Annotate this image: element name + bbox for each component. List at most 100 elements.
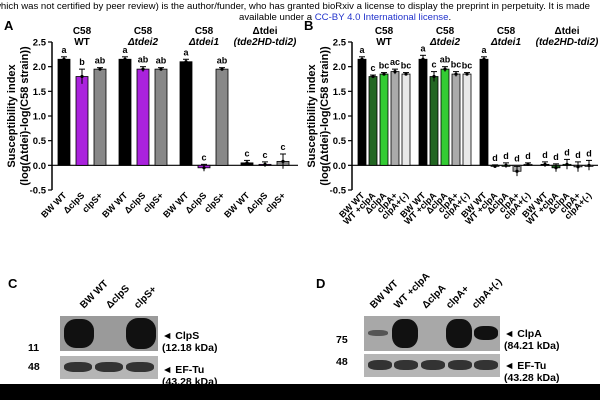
panel-letter-c: C	[8, 276, 18, 291]
bar	[479, 58, 489, 166]
data-point	[526, 162, 530, 166]
blot-d-eftu-band-2	[394, 360, 418, 370]
data-point	[360, 57, 364, 61]
data-point	[62, 57, 66, 61]
group-subtitle: (tde2HD-tdi2)	[536, 37, 599, 48]
y-tick-label: 1.5	[33, 87, 47, 98]
group-title: C58	[195, 26, 214, 37]
bar	[357, 58, 367, 166]
significance-letter: a	[359, 45, 365, 55]
y-tick-label: 2.0	[33, 62, 46, 73]
data-point	[465, 72, 469, 76]
blot-c-label-clps-mw: (12.18 kDa)	[162, 342, 218, 354]
data-point	[576, 165, 580, 169]
data-point	[443, 67, 447, 71]
blot-d-band-empty	[474, 326, 498, 340]
y-tick-label: 1.5	[333, 87, 347, 98]
data-point	[543, 162, 547, 166]
chart-panel-b: B Susceptibility index (log(Δtdei)-log(C58…	[304, 18, 599, 227]
bar	[401, 73, 411, 166]
data-point	[515, 169, 519, 173]
y-tick-label: 1.0	[333, 112, 346, 123]
significance-letter: c	[201, 152, 206, 162]
data-point	[493, 164, 497, 168]
bar	[429, 76, 439, 166]
y-tick-label: 1.0	[33, 112, 46, 123]
blot-d-band-wtclpa	[392, 319, 418, 348]
y-tick-label: 0.0	[333, 161, 346, 172]
significance-letter: c	[280, 142, 285, 152]
significance-letter: c	[370, 63, 375, 73]
bar	[154, 68, 168, 166]
blot-d-strip-eftu	[364, 354, 500, 377]
group-subtitle: (tde2HD-tdi2)	[234, 37, 297, 48]
bar	[451, 73, 461, 166]
license-link[interactable]: CC-BY 4.0 International license	[314, 12, 449, 23]
data-point	[245, 161, 249, 165]
significance-letter: bc	[379, 61, 390, 71]
data-point	[404, 72, 408, 76]
significance-letter: d	[564, 147, 570, 157]
significance-letter: d	[503, 151, 509, 161]
y-tick-label: 2.5	[333, 38, 347, 49]
significance-letter: ac	[390, 57, 400, 67]
data-point	[454, 72, 458, 76]
blot-d-mw-1: 75	[336, 334, 348, 346]
blot-c-strip-eftu	[60, 356, 158, 379]
significance-letter: ab	[156, 56, 167, 66]
y-axis-label: Susceptibility index	[306, 63, 318, 167]
bar	[136, 68, 150, 166]
data-point	[123, 57, 127, 61]
significance-letter: c	[244, 148, 249, 158]
data-point	[554, 166, 558, 170]
data-point	[382, 72, 386, 76]
significance-letter: a	[122, 45, 128, 55]
data-point	[565, 162, 569, 166]
y-tick-label: -0.5	[30, 186, 47, 197]
blot-d-eftu-band-1	[368, 360, 392, 370]
significance-letter: ab	[217, 56, 228, 66]
bar	[379, 73, 389, 166]
blot-d-mw-2: 48	[336, 356, 348, 368]
significance-letter: bc	[451, 60, 462, 70]
significance-letter: ab	[95, 56, 106, 66]
significance-letter: d	[553, 152, 559, 162]
group-subtitle: Δtdei1	[188, 37, 219, 48]
blot-d-label-clpa-name: ◄ ClpA	[504, 328, 542, 340]
data-point	[202, 166, 206, 170]
significance-letter: c	[262, 150, 267, 160]
y-tick-label: 0.5	[333, 136, 347, 147]
group-title: C58	[73, 26, 92, 37]
panel-letter: A	[4, 18, 14, 33]
blot-d-eftu-band-5	[474, 360, 498, 370]
y-tick-label: -0.5	[330, 186, 347, 197]
blot-d-eftu-band-4	[448, 360, 472, 370]
preprint-banner: which was not certified by peer review) …	[0, 0, 600, 34]
blot-d-lane-3: ΔclpA	[420, 282, 449, 311]
bar	[440, 68, 450, 166]
y-tick-label: 0.0	[33, 161, 46, 172]
bar	[462, 73, 472, 166]
y-tick-label: 2.5	[33, 38, 47, 49]
blot-c-mw-2: 48	[28, 361, 40, 373]
bar	[75, 76, 89, 166]
blot-c-strip-clps	[60, 316, 158, 351]
blot-c-band-comp	[126, 318, 156, 349]
data-point	[80, 74, 84, 79]
y-tick-label: 0.5	[33, 136, 47, 147]
significance-letter: bc	[401, 61, 412, 71]
blot-c-lane-1: BW WT	[78, 278, 111, 311]
banner-line-2-text: available under a	[239, 12, 315, 23]
blot-c-eftu-band-2	[95, 362, 123, 372]
significance-letter: a	[183, 47, 189, 57]
significance-letter: a	[481, 45, 487, 55]
banner-line-2: available under a CC-BY 4.0 Internationa…	[239, 12, 451, 24]
significance-letter: d	[586, 148, 592, 158]
panel-letter-d: D	[316, 276, 326, 291]
bar	[215, 68, 229, 166]
bar	[118, 58, 132, 166]
significance-letter: ab	[138, 55, 149, 65]
significance-letter: bc	[462, 61, 473, 71]
banner-line-1: which was not certified by peer review) …	[0, 1, 591, 12]
data-point	[504, 163, 508, 167]
